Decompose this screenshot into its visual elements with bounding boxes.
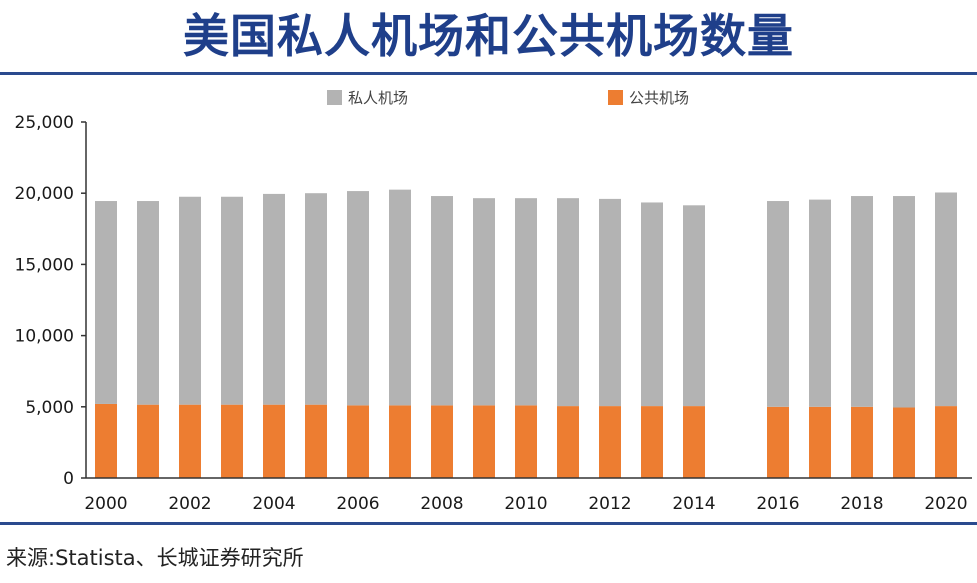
y-tick-label: 10,000 bbox=[15, 327, 74, 347]
bar-public-2010 bbox=[515, 405, 537, 478]
bar-private-2018 bbox=[851, 196, 873, 407]
bar-private-2020 bbox=[935, 192, 957, 407]
bar-public-2018 bbox=[851, 406, 873, 478]
bar-private-2000 bbox=[95, 201, 117, 404]
bar-private-2007 bbox=[389, 189, 411, 406]
bottom-divider bbox=[0, 522, 977, 525]
x-axis: 2000 2002 2004 2006 2008 2010 2012 2014 2016 2018… bbox=[84, 477, 972, 514]
bar-public-2002 bbox=[179, 404, 201, 478]
bar-private-2009 bbox=[473, 198, 495, 406]
x-tick-label: 2000 bbox=[84, 494, 127, 514]
bar-private-2005 bbox=[305, 193, 327, 405]
bar-public-2008 bbox=[431, 405, 453, 478]
y-tick-label: 0 bbox=[63, 469, 74, 489]
bar-public-2017 bbox=[809, 406, 831, 478]
x-tick-label: 2014 bbox=[672, 494, 715, 514]
bar-public-2016 bbox=[767, 406, 789, 478]
x-tick-label: 2018 bbox=[840, 494, 883, 514]
bar-private-2019 bbox=[893, 196, 915, 408]
bar-public-2000 bbox=[95, 403, 117, 478]
bar-private-2017 bbox=[809, 199, 831, 407]
y-tick-label: 15,000 bbox=[15, 255, 74, 275]
bar-private-2013 bbox=[641, 202, 663, 407]
bar-public-2019 bbox=[893, 407, 915, 478]
chart-legend: 私人机场 公共机场 bbox=[327, 89, 689, 107]
bar-public-2009 bbox=[473, 405, 495, 478]
x-tick-label: 2012 bbox=[588, 494, 631, 514]
x-tick-label: 2004 bbox=[252, 494, 295, 514]
bars bbox=[95, 189, 957, 478]
bar-private-2012 bbox=[599, 198, 621, 407]
y-tick-label: 5,000 bbox=[25, 398, 74, 418]
legend-swatch-private bbox=[327, 90, 342, 105]
x-tick-label: 2016 bbox=[756, 494, 799, 514]
bar-public-2004 bbox=[263, 404, 285, 478]
bar-private-2016 bbox=[767, 201, 789, 407]
x-tick-label: 2006 bbox=[336, 494, 379, 514]
bar-private-2014 bbox=[683, 205, 705, 407]
source-note: 来源:Statista、长城证券研究所 bbox=[6, 546, 304, 570]
bar-public-2020 bbox=[935, 406, 957, 478]
bar-private-2002 bbox=[179, 196, 201, 405]
bar-public-2014 bbox=[683, 406, 705, 478]
legend-label-private: 私人机场 bbox=[348, 89, 408, 107]
x-tick-label: 2008 bbox=[420, 494, 463, 514]
x-tick-label: 2010 bbox=[504, 494, 547, 514]
bar-private-2004 bbox=[263, 193, 285, 405]
legend-label-public: 公共机场 bbox=[629, 89, 689, 107]
bar-private-2010 bbox=[515, 198, 537, 406]
top-divider bbox=[0, 72, 977, 75]
bar-public-2011 bbox=[557, 406, 579, 478]
y-axis: 0 5,000 10,000 15,000 20,000 25,000 bbox=[15, 113, 87, 489]
bar-public-2006 bbox=[347, 405, 369, 478]
bar-public-2013 bbox=[641, 406, 663, 478]
y-tick-label: 25,000 bbox=[15, 113, 74, 133]
bar-public-2003 bbox=[221, 404, 243, 478]
bar-private-2003 bbox=[221, 196, 243, 405]
bar-public-2012 bbox=[599, 406, 621, 478]
bar-private-2011 bbox=[557, 198, 579, 407]
legend-swatch-public bbox=[608, 90, 623, 105]
y-tick-label: 20,000 bbox=[15, 184, 74, 204]
bar-private-2008 bbox=[431, 196, 453, 406]
bar-private-2001 bbox=[137, 201, 159, 405]
bar-public-2007 bbox=[389, 405, 411, 478]
bar-private-2006 bbox=[347, 191, 369, 406]
x-tick-label: 2020 bbox=[924, 494, 967, 514]
bar-public-2005 bbox=[305, 404, 327, 478]
bar-public-2001 bbox=[137, 404, 159, 478]
x-tick-label: 2002 bbox=[168, 494, 211, 514]
page-title: 美国私人机场和公共机场数量 bbox=[183, 9, 794, 63]
